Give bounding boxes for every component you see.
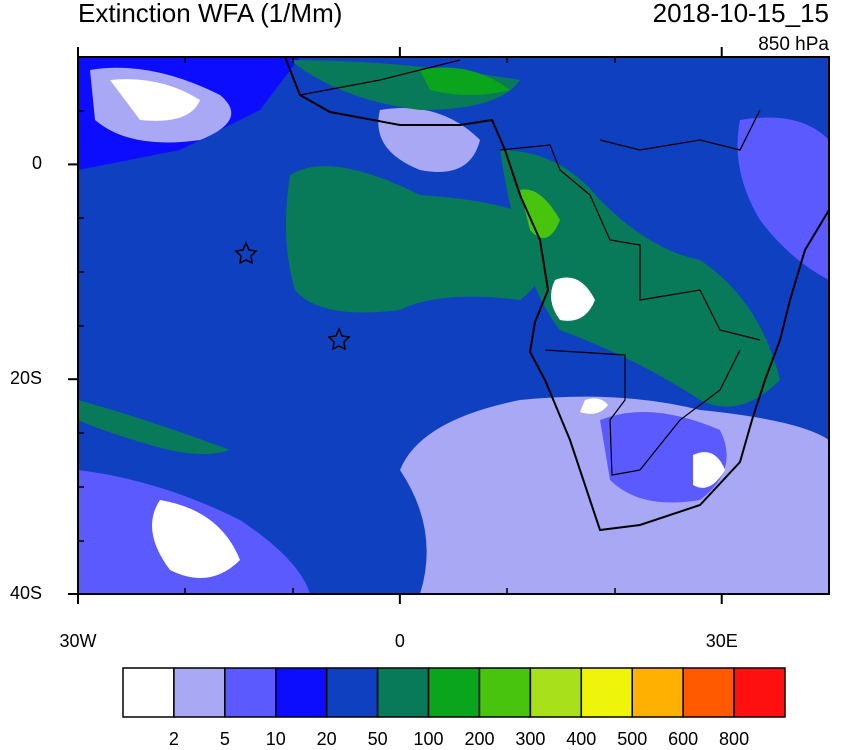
map-title: Extinction WFA (1/Mm) — [78, 0, 342, 28]
y-tick-label: 20S — [10, 368, 42, 388]
x-tick-label: 30E — [706, 631, 738, 651]
field-region — [520, 189, 560, 238]
colorbar-label: 500 — [617, 729, 647, 749]
colorbar-label: 400 — [566, 729, 596, 749]
colorbar-label: 300 — [515, 729, 545, 749]
colorbar-label: 600 — [668, 729, 698, 749]
colorbar-label: 800 — [719, 729, 749, 749]
field-region — [693, 452, 725, 488]
colorbar-box — [580, 667, 633, 718]
field-region — [286, 166, 547, 313]
map-field — [78, 57, 829, 594]
coastline — [284, 57, 829, 532]
colorbar-label: 5 — [220, 729, 230, 749]
station-marker — [327, 327, 351, 351]
colorbar-label: 20 — [317, 729, 337, 749]
field-region — [78, 400, 230, 454]
field-region — [152, 500, 240, 578]
field-region — [580, 398, 608, 414]
field-region — [420, 67, 510, 95]
colorbar-box — [478, 667, 532, 718]
y-tick-label: 0 — [32, 153, 42, 173]
field-region — [551, 277, 595, 321]
field-region — [110, 79, 200, 121]
colorbar-label: 50 — [368, 729, 388, 749]
y-tick-label: 40S — [10, 583, 42, 603]
colorbar-box — [529, 667, 583, 718]
colorbar-label: 10 — [266, 729, 286, 749]
x-tick-label: 0 — [395, 631, 405, 651]
colorbar-box — [224, 667, 277, 718]
pressure-level: 850 hPa — [758, 34, 829, 55]
colorbar-box — [122, 667, 175, 718]
colorbar-box — [682, 667, 735, 718]
station-marker — [234, 241, 258, 265]
borders — [299, 59, 761, 476]
map-date: 2018-10-15_15 — [653, 0, 829, 28]
colorbar-box — [427, 667, 481, 718]
colorbar-label: 100 — [414, 729, 444, 749]
field-region — [737, 117, 829, 280]
colorbar-box — [733, 667, 786, 718]
x-tick-label: 30W — [59, 631, 96, 651]
colorbar-box — [325, 667, 379, 718]
colorbar-box — [376, 667, 430, 718]
colorbar-box — [275, 667, 328, 718]
colorbar-box — [173, 667, 226, 718]
colorbar-label: 200 — [464, 729, 494, 749]
colorbar-box — [631, 667, 684, 718]
colorbar-label: 2 — [169, 729, 179, 749]
minor-ticks — [78, 57, 616, 594]
